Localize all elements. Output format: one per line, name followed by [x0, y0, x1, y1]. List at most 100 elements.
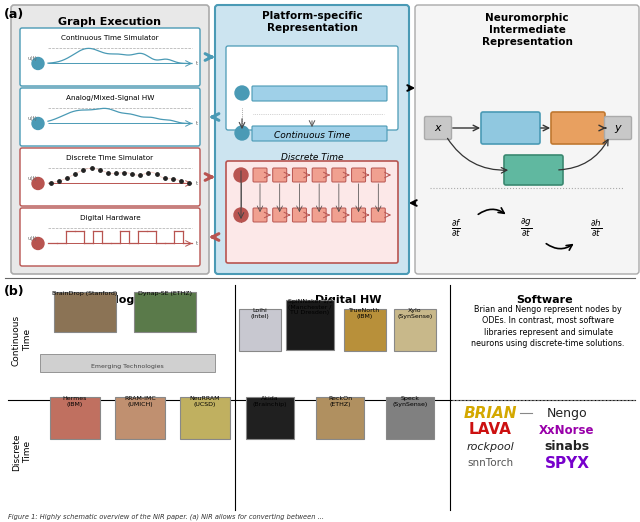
- Text: snnTorch: snnTorch: [467, 458, 513, 468]
- FancyBboxPatch shape: [286, 300, 334, 350]
- Text: u(t): u(t): [27, 236, 36, 242]
- FancyBboxPatch shape: [115, 397, 165, 439]
- Point: [102, 169, 113, 177]
- Text: $\frac{\partial h}{\partial t}$: $\frac{\partial h}{\partial t}$: [590, 217, 602, 239]
- FancyBboxPatch shape: [226, 46, 398, 130]
- Point: [86, 164, 97, 173]
- FancyBboxPatch shape: [134, 292, 196, 332]
- Text: Discrete Time: Discrete Time: [281, 153, 343, 162]
- Circle shape: [32, 117, 44, 129]
- Circle shape: [32, 177, 44, 189]
- Text: Continuous Time Simulator: Continuous Time Simulator: [61, 35, 159, 41]
- Text: Discrete Time Simulator: Discrete Time Simulator: [67, 155, 154, 161]
- Point: [127, 170, 138, 178]
- Text: NeuRRAM
(UCSD): NeuRRAM (UCSD): [189, 396, 220, 407]
- Text: Xylo
(SynSense): Xylo (SynSense): [397, 308, 433, 318]
- Point: [54, 177, 64, 185]
- FancyBboxPatch shape: [54, 292, 116, 332]
- FancyBboxPatch shape: [252, 126, 387, 141]
- Text: Loihi
(Intel): Loihi (Intel): [251, 308, 269, 318]
- FancyBboxPatch shape: [239, 309, 281, 351]
- Point: [159, 174, 170, 183]
- FancyBboxPatch shape: [371, 168, 385, 182]
- FancyBboxPatch shape: [386, 397, 434, 439]
- Circle shape: [234, 168, 248, 182]
- Text: u(t): u(t): [27, 56, 36, 62]
- FancyBboxPatch shape: [312, 208, 326, 222]
- Circle shape: [32, 238, 44, 250]
- Text: Digital HW: Digital HW: [315, 295, 381, 305]
- Text: sinabs: sinabs: [545, 441, 589, 454]
- Point: [184, 179, 195, 187]
- Text: Discrete
Time: Discrete Time: [12, 433, 32, 471]
- FancyBboxPatch shape: [424, 116, 451, 139]
- Text: t: t: [196, 61, 198, 66]
- Text: Figure 1: Highly schematic overview of the NIR paper. (a) NIR allows for convert: Figure 1: Highly schematic overview of t…: [8, 513, 324, 519]
- Text: BRIAN: BRIAN: [463, 406, 516, 421]
- FancyBboxPatch shape: [551, 112, 605, 144]
- FancyBboxPatch shape: [316, 397, 364, 439]
- FancyBboxPatch shape: [504, 155, 563, 185]
- Point: [152, 170, 162, 179]
- Text: $\frac{\partial f}{\partial t}$: $\frac{\partial f}{\partial t}$: [451, 217, 461, 239]
- FancyBboxPatch shape: [215, 5, 409, 274]
- Point: [135, 171, 145, 179]
- Point: [143, 168, 154, 176]
- Text: Analog/Mixed-Signal HW: Analog/Mixed-Signal HW: [66, 95, 154, 101]
- FancyBboxPatch shape: [180, 397, 230, 439]
- Text: y: y: [614, 123, 621, 133]
- Text: SpiNNaker 1/2
(Manchester /
TU Dresden): SpiNNaker 1/2 (Manchester / TU Dresden): [287, 299, 333, 315]
- Text: RRAM-IMC
(UMICH): RRAM-IMC (UMICH): [124, 396, 156, 407]
- FancyBboxPatch shape: [253, 208, 267, 222]
- Text: rockpool: rockpool: [466, 442, 514, 452]
- Text: (b): (b): [4, 285, 24, 298]
- FancyBboxPatch shape: [40, 354, 215, 372]
- Text: Neuromorphic
Intermediate
Representation: Neuromorphic Intermediate Representation: [481, 13, 572, 47]
- Text: Continuous Time: Continuous Time: [274, 132, 350, 140]
- Text: Analog HW: Analog HW: [91, 295, 159, 305]
- Text: t: t: [196, 181, 198, 186]
- Text: Continuous
Time: Continuous Time: [12, 314, 32, 365]
- Text: Brian and Nengo represent nodes by
ODEs. In contrast, most software
libraries re: Brian and Nengo represent nodes by ODEs.…: [471, 305, 625, 348]
- FancyBboxPatch shape: [394, 309, 436, 351]
- Circle shape: [234, 208, 248, 222]
- FancyBboxPatch shape: [20, 28, 200, 86]
- FancyBboxPatch shape: [332, 208, 346, 222]
- FancyBboxPatch shape: [605, 116, 632, 139]
- Text: Software: Software: [516, 295, 573, 305]
- Text: Nengo: Nengo: [547, 407, 588, 420]
- Text: x: x: [435, 123, 442, 133]
- Text: u(t): u(t): [27, 176, 36, 182]
- FancyBboxPatch shape: [20, 148, 200, 206]
- Text: Dynap-SE (ETHZ): Dynap-SE (ETHZ): [138, 291, 192, 296]
- FancyBboxPatch shape: [246, 397, 294, 439]
- Circle shape: [235, 126, 249, 140]
- Text: Speck
(SynSense): Speck (SynSense): [392, 396, 428, 407]
- FancyBboxPatch shape: [20, 88, 200, 146]
- Text: Platform-specific
Representation: Platform-specific Representation: [262, 11, 362, 33]
- FancyBboxPatch shape: [351, 208, 365, 222]
- Point: [95, 166, 105, 174]
- Point: [62, 174, 72, 182]
- Text: Graph Execution: Graph Execution: [58, 17, 161, 27]
- Text: Emerging Technologies: Emerging Technologies: [91, 364, 163, 369]
- FancyBboxPatch shape: [292, 208, 307, 222]
- FancyBboxPatch shape: [292, 168, 307, 182]
- Text: XxNorse: XxNorse: [540, 423, 595, 436]
- Point: [78, 165, 88, 174]
- Text: ReckOn
(ETHZ): ReckOn (ETHZ): [328, 396, 352, 407]
- FancyBboxPatch shape: [312, 168, 326, 182]
- Text: t: t: [196, 121, 198, 126]
- Point: [46, 179, 56, 187]
- FancyBboxPatch shape: [273, 168, 287, 182]
- Point: [70, 170, 81, 178]
- FancyBboxPatch shape: [226, 161, 398, 263]
- Text: $\frac{\partial g}{\partial t}$: $\frac{\partial g}{\partial t}$: [520, 217, 532, 239]
- Text: (a): (a): [4, 8, 24, 21]
- FancyBboxPatch shape: [11, 5, 209, 274]
- Text: u(t): u(t): [27, 116, 36, 122]
- Point: [119, 169, 129, 177]
- Circle shape: [32, 57, 44, 69]
- Point: [176, 177, 186, 185]
- Text: t: t: [196, 241, 198, 246]
